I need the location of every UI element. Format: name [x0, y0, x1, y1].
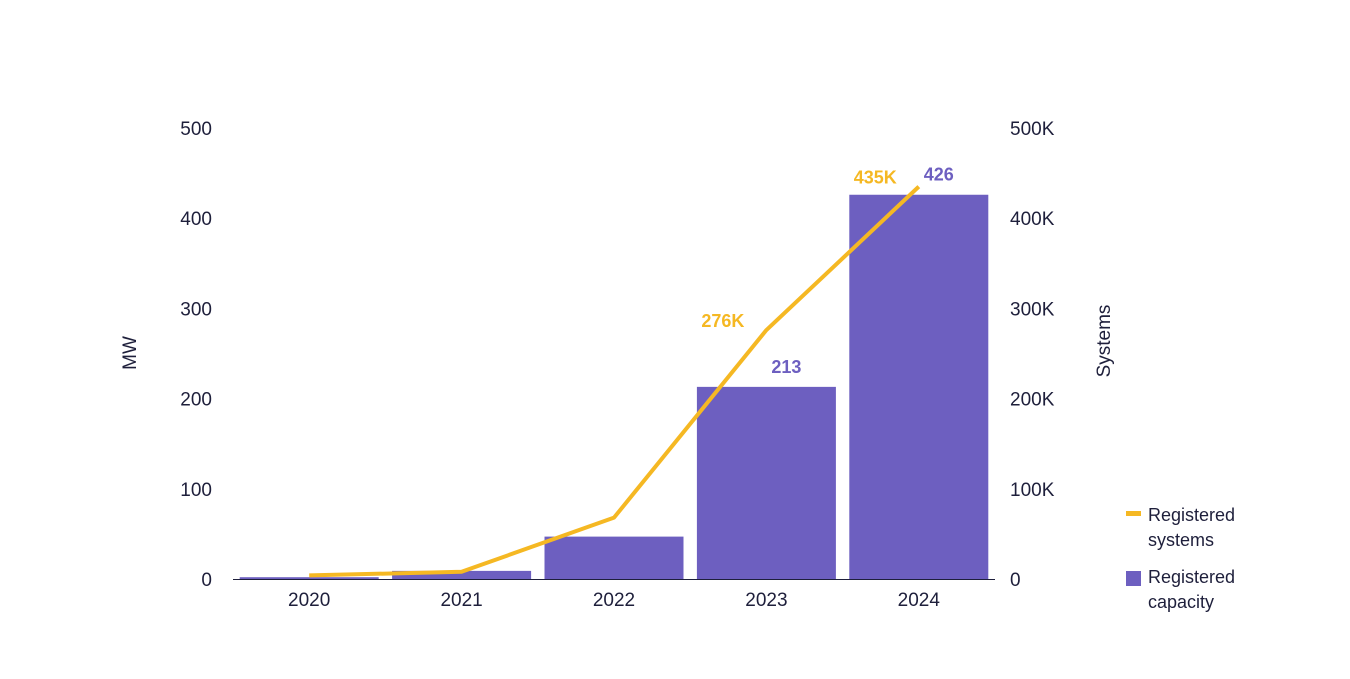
x-tick-2023: 2023: [745, 590, 787, 611]
bar-2024: [849, 194, 989, 580]
legend-line2: capacity: [1148, 592, 1215, 612]
y2-tick-400K: 400K: [1010, 209, 1055, 230]
legend-line1: Registered: [1148, 567, 1236, 587]
y-tick-100: 100: [180, 480, 212, 501]
y2-tick-300K: 300K: [1010, 299, 1055, 320]
x-tick-2020: 2020: [288, 590, 330, 611]
bar-label-2024: 426: [924, 165, 954, 185]
y2-tick-500K: 500K: [1010, 119, 1055, 140]
y-tick-0: 0: [201, 570, 212, 591]
bar-label-2023: 213: [771, 357, 801, 377]
x-tick-2022: 2022: [593, 590, 635, 611]
x-tick-2021: 2021: [440, 590, 482, 611]
y-axis-title: MW: [120, 336, 141, 370]
legend-item-registered-systems: Registered systems: [1126, 503, 1326, 553]
y2-tick-0: 0: [1010, 570, 1021, 591]
bars-layer: [239, 194, 989, 580]
y-tick-300: 300: [180, 299, 212, 320]
bar-2021: [392, 570, 532, 579]
legend-swatch-box: [1126, 571, 1141, 586]
legend-line2: systems: [1148, 530, 1215, 550]
line-label-2024: 435K: [854, 168, 897, 188]
legend-label-registered-systems: Registered systems: [1148, 503, 1258, 553]
axis-layer: 2020 2021 2022 2023 2024 0 100 200 300 400 500 0 100…: [120, 119, 1115, 611]
legend-item-registered-capacity: Registered capacity: [1126, 565, 1326, 615]
legend-line1: Registered: [1148, 505, 1236, 525]
bar-2020: [239, 577, 379, 579]
legend-swatch-line: [1126, 511, 1141, 516]
legend: Registered systems Registered capacity: [1126, 503, 1326, 627]
line-label-2023: 276K: [701, 311, 744, 331]
bar-2022: [544, 536, 684, 579]
y-tick-400: 400: [180, 209, 212, 230]
legend-label-registered-capacity: Registered capacity: [1148, 565, 1258, 615]
line-layer: [309, 185, 921, 578]
y2-tick-100K: 100K: [1010, 480, 1055, 501]
labels-layer: 213 426 276K 435K: [701, 165, 953, 377]
y-tick-500: 500: [180, 119, 212, 140]
y2-tick-200K: 200K: [1010, 390, 1055, 411]
y-tick-200: 200: [180, 390, 212, 411]
y2-axis-title: Systems: [1094, 305, 1115, 378]
x-tick-2024: 2024: [898, 590, 941, 611]
bar-2023: [696, 386, 836, 579]
